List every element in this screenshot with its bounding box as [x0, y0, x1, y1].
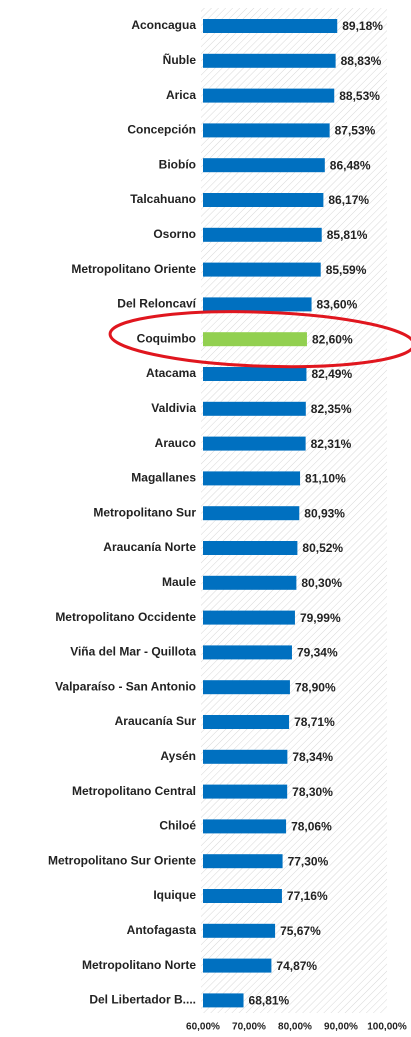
bar: [203, 819, 287, 834]
category-label: Aysén: [160, 749, 196, 763]
bar: [203, 19, 338, 33]
bar: [203, 297, 312, 312]
value-label: 78,90%: [295, 680, 336, 694]
value-label: 85,59%: [326, 263, 367, 277]
bar: [203, 715, 290, 729]
value-label: 79,34%: [297, 646, 338, 660]
value-label: 85,81%: [327, 228, 368, 242]
value-label: 89,18%: [342, 19, 383, 33]
bar: [203, 436, 306, 451]
category-label: Araucanía Sur: [115, 714, 197, 728]
value-label: 88,53%: [339, 89, 380, 103]
category-label: Osorno: [153, 227, 196, 241]
bar: [203, 332, 307, 347]
category-label: Metropolitano Occidente: [55, 610, 196, 624]
bar: [203, 123, 330, 138]
category-label: Antofagasta: [127, 923, 197, 937]
bar: [203, 749, 288, 764]
category-label: Metropolitano Sur Oriente: [48, 853, 196, 867]
x-tick-label: 70,00%: [232, 1022, 266, 1033]
category-label: Arauco: [155, 436, 196, 450]
bar: [203, 889, 282, 903]
category-label: Araucanía Norte: [103, 540, 196, 554]
category-label: Atacama: [146, 366, 196, 380]
bar: [203, 993, 244, 1008]
value-label: 79,99%: [300, 611, 341, 625]
category-label: Concepción: [127, 123, 196, 137]
value-label: 82,60%: [312, 332, 353, 346]
bar: [203, 958, 272, 973]
category-label: Metropolitano Oriente: [71, 262, 196, 276]
value-label: 74,87%: [276, 959, 317, 973]
category-label: Del Reloncaví: [117, 297, 196, 311]
category-label: Talcahuano: [130, 192, 196, 206]
category-label: Iquique: [153, 888, 196, 902]
value-label: 80,52%: [302, 541, 343, 555]
category-label: Metropolitano Sur: [93, 505, 196, 519]
category-label: Metropolitano Norte: [82, 958, 196, 972]
value-label: 81,10%: [305, 472, 346, 486]
category-label: Del Libertador B....: [89, 993, 196, 1007]
bar: [203, 401, 306, 416]
x-tick-label: 80,00%: [278, 1022, 312, 1033]
bar: [203, 854, 283, 869]
x-tick-label: 60,00%: [186, 1022, 220, 1033]
category-label: Maule: [162, 575, 196, 589]
bar: [203, 193, 324, 207]
category-label: Viña del Mar - Quillota: [70, 645, 196, 659]
category-label: Chiloé: [159, 819, 196, 833]
value-label: 78,30%: [292, 785, 333, 799]
bar: [203, 227, 322, 242]
highlight-ellipse: [108, 310, 411, 369]
value-label: 82,49%: [311, 367, 352, 381]
value-label: 75,67%: [280, 924, 321, 938]
value-label: 86,17%: [328, 193, 369, 207]
category-label: Magallanes: [131, 471, 196, 485]
category-label: Valdivia: [151, 401, 196, 415]
value-label: 68,81%: [249, 994, 290, 1008]
bar: [203, 471, 301, 486]
x-tick-label: 90,00%: [324, 1022, 358, 1033]
bar: [203, 784, 288, 799]
value-label: 77,16%: [287, 889, 328, 903]
bar: [203, 158, 325, 173]
value-label: 80,93%: [304, 506, 345, 520]
bar: [203, 610, 295, 625]
bar: [203, 923, 276, 938]
category-label: Arica: [166, 88, 196, 102]
bar: [203, 645, 292, 660]
category-label: Biobío: [159, 157, 196, 171]
bar: [203, 262, 321, 277]
category-label: Aconcagua: [131, 18, 196, 32]
category-label: Metropolitano Central: [72, 784, 196, 798]
value-label: 80,30%: [301, 576, 342, 590]
bar: [203, 575, 297, 590]
bar: [203, 367, 307, 381]
value-label: 78,71%: [294, 715, 335, 729]
bar: [203, 53, 336, 68]
value-label: 87,53%: [335, 124, 376, 138]
category-label: Valparaíso - San Antonio: [55, 679, 196, 693]
value-label: 83,60%: [317, 298, 358, 312]
value-label: 82,35%: [311, 402, 352, 416]
x-tick-label: 100,00%: [367, 1022, 407, 1033]
value-label: 78,06%: [291, 820, 332, 834]
bar: [203, 680, 290, 695]
value-label: 86,48%: [330, 158, 371, 172]
value-label: 78,34%: [292, 750, 333, 764]
category-label: Ñuble: [163, 52, 197, 67]
bar: [203, 88, 335, 103]
category-label: Coquimbo: [137, 331, 196, 345]
bar: [203, 541, 298, 555]
value-label: 88,83%: [341, 54, 382, 68]
bar: [203, 506, 300, 521]
value-label: 77,30%: [288, 854, 329, 868]
value-label: 82,31%: [311, 437, 352, 451]
